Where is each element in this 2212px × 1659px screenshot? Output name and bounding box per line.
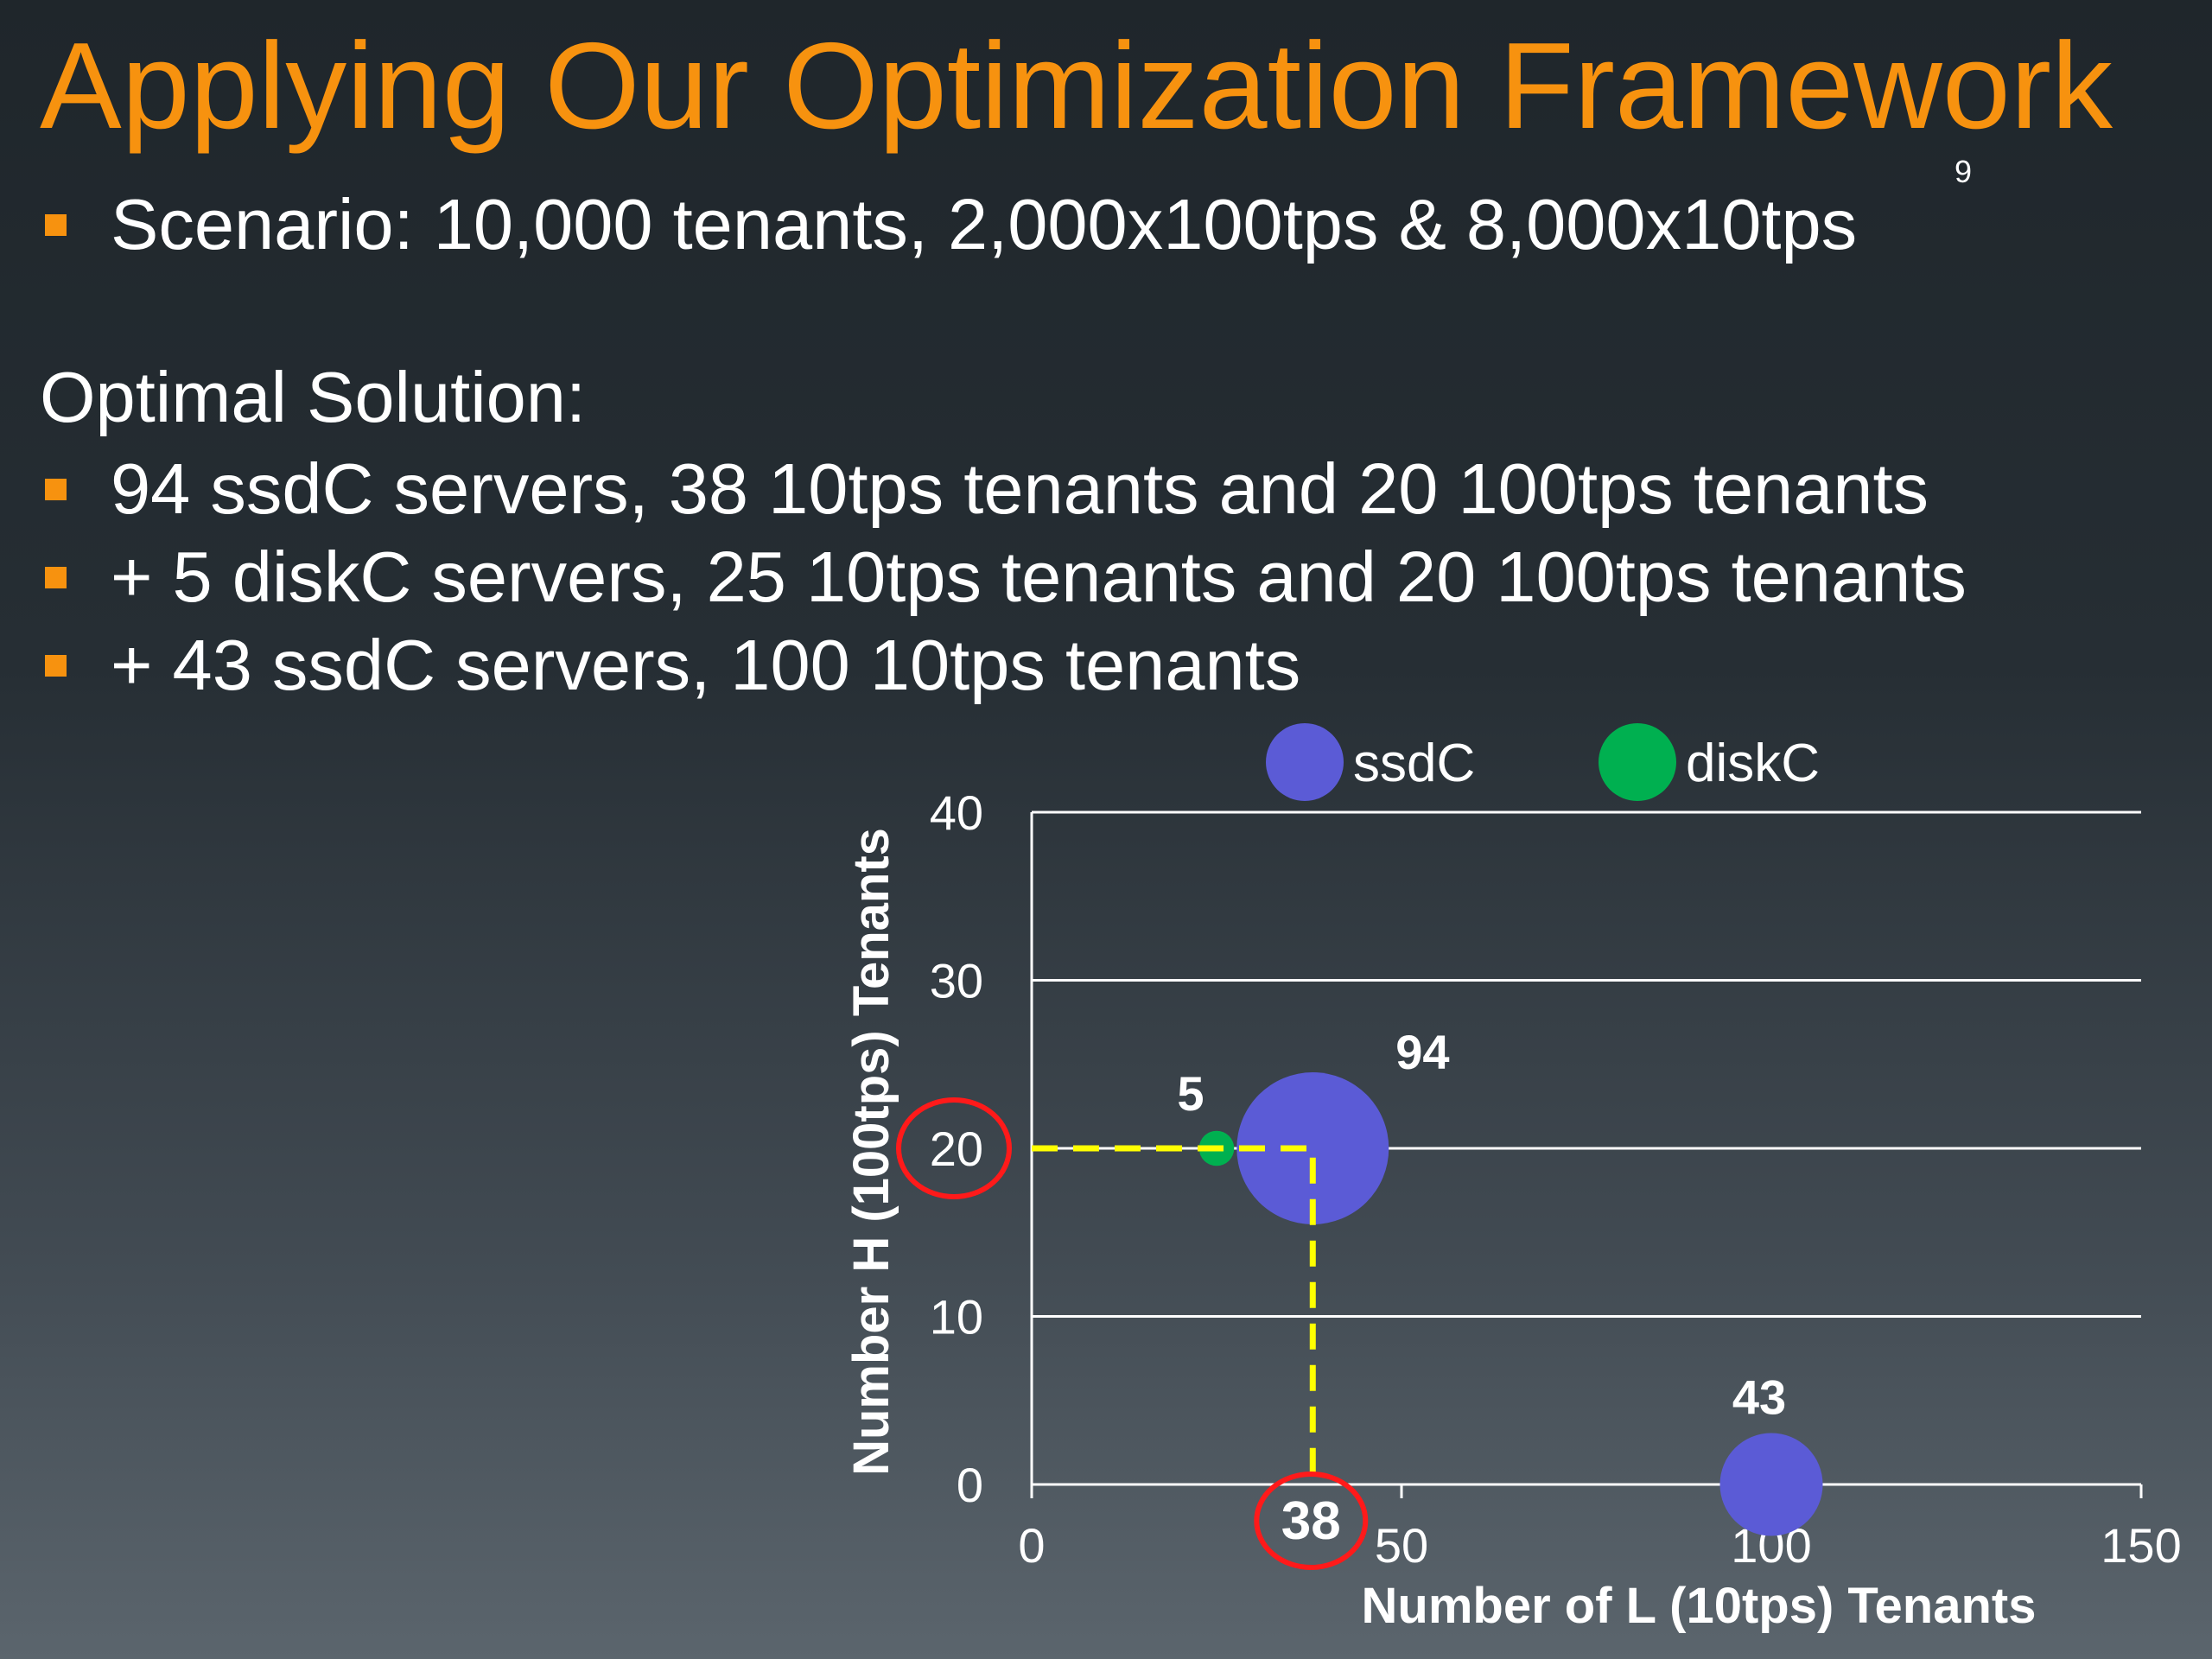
slide-number: 9 [1955, 154, 1973, 189]
solution-heading: Optimal Solution: [40, 357, 587, 437]
bullet-square-icon [45, 567, 67, 588]
y-tick-label: 10 [930, 1290, 983, 1344]
annotation-x-value: 38 [1281, 1491, 1341, 1551]
y-tick-label: 40 [930, 785, 983, 840]
y-tick-label: 0 [957, 1458, 983, 1512]
x-tick-label: 150 [2101, 1518, 2181, 1573]
y-axis-title: Number H (100tps) Tenants [843, 828, 899, 1476]
legend-label-diskC: diskC [1686, 734, 1820, 793]
solution-text-3: + 43 ssdC servers, 100 10tps tenants [111, 625, 1301, 705]
bullet-square-icon [45, 214, 67, 236]
bullet-square-icon [45, 655, 67, 677]
data-label-ssdC-43: 43 [1732, 1370, 1786, 1424]
solution-text-1: 94 ssdC servers, 38 10tps tenants and 20… [111, 448, 1929, 529]
x-axis-title: Number of L (10tps) Tenants [1362, 1578, 2037, 1634]
slide-title: Applying Our Optimization Framework [40, 17, 2113, 155]
data-label-diskC-5: 5 [1177, 1066, 1204, 1121]
x-tick-label: 50 [1375, 1518, 1428, 1573]
guide-dashed-line [1032, 1145, 1316, 1486]
bubble-ssdC-94 [1236, 1072, 1389, 1224]
legend-marker-diskC [1599, 723, 1676, 801]
solution-text-2: + 5 diskC servers, 25 10tps tenants and … [111, 537, 1967, 617]
highlight-circle-y20 [896, 1097, 1012, 1199]
scenario-text: Scenario: 10,000 tenants, 2,000x100tps &… [111, 184, 1858, 264]
legend-label-ssdC: ssdC [1353, 734, 1475, 793]
y-tick-label: 30 [930, 954, 983, 1008]
data-label-ssdC-94: 94 [1395, 1025, 1449, 1079]
bullet-square-icon [45, 479, 67, 500]
legend-marker-ssdC [1266, 723, 1344, 801]
x-tick-label: 0 [1018, 1518, 1045, 1573]
bubble-ssdC-43 [1719, 1433, 1823, 1536]
y-tick-label: 20 [930, 1122, 983, 1176]
highlight-circle-x38 [1254, 1471, 1369, 1570]
